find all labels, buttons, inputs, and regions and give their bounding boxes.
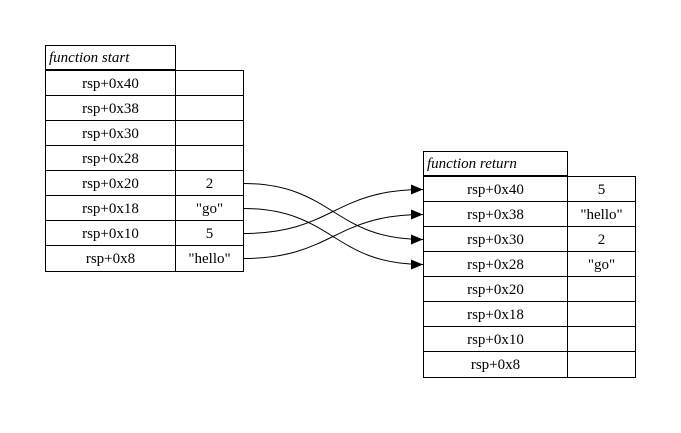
stack-address: rsp+0x8 <box>45 245 176 272</box>
stack-row: rsp+0x28 "go" <box>423 251 636 278</box>
stack-address: rsp+0x18 <box>45 195 176 222</box>
stack-address: rsp+0x10 <box>45 220 176 247</box>
function-return-title: function return <box>423 151 568 176</box>
stack-row: rsp+0x40 <box>45 70 244 97</box>
stack-value <box>175 70 244 97</box>
stack-address: rsp+0x38 <box>423 201 568 228</box>
stack-row: rsp+0x20 2 <box>45 170 244 197</box>
connection-arrow <box>242 209 424 259</box>
stack-row: rsp+0x30 2 <box>423 226 636 253</box>
stack-value <box>567 301 636 328</box>
stack-address: rsp+0x8 <box>423 351 568 378</box>
stack-row: rsp+0x18 "go" <box>45 195 244 222</box>
stack-row: rsp+0x8 <box>423 351 636 378</box>
stack-value <box>567 351 636 378</box>
stack-row: rsp+0x40 5 <box>423 176 636 203</box>
stack-address: rsp+0x28 <box>423 251 568 278</box>
stack-row: rsp+0x10 5 <box>45 220 244 247</box>
connection-arrow <box>242 184 424 234</box>
stack-address: rsp+0x40 <box>423 176 568 203</box>
stack-value: 5 <box>175 220 244 247</box>
stack-value: "hello" <box>175 245 244 272</box>
stack-value: 2 <box>567 226 636 253</box>
stack-address: rsp+0x20 <box>45 170 176 197</box>
stack-value <box>567 326 636 353</box>
function-start-stack: function start rsp+0x40 rsp+0x38 rsp+0x3… <box>45 45 244 272</box>
stack-value: "go" <box>175 195 244 222</box>
function-return-stack: function return rsp+0x40 5 rsp+0x38 "hello… <box>423 151 636 378</box>
stack-address: rsp+0x30 <box>423 226 568 253</box>
function-start-title: function start <box>45 45 176 70</box>
stack-row: rsp+0x8 "hello" <box>45 245 244 272</box>
